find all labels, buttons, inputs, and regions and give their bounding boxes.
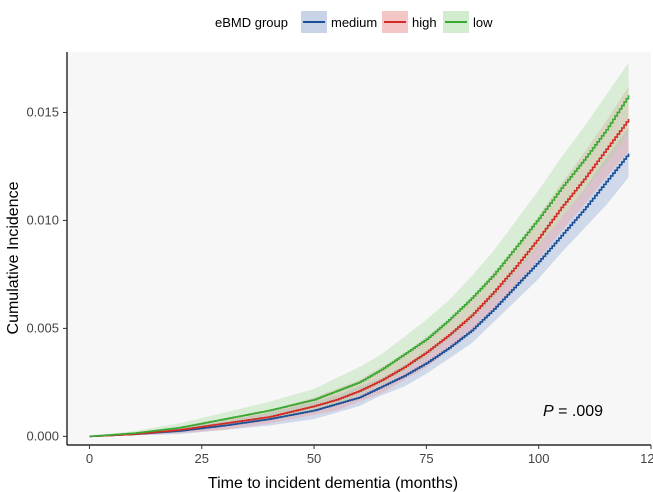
p-value-annotation: P = .009 [543,403,603,420]
series-line-medium [89,153,630,438]
plot-panel [67,52,651,445]
y-tick-label: 0.005 [26,320,59,335]
series-lines [89,95,630,438]
series-line-low [89,95,630,438]
x-tick-label: 50 [307,451,321,466]
legend-entry-high: high [382,11,437,33]
y-axis-title: Cumulative Incidence [5,181,22,334]
y-axis-ticks: 0.000 0.005 0.010 0.015 [26,104,67,443]
x-tick-label: 125 [640,451,653,466]
y-tick-label: 0.015 [26,104,59,119]
legend-label-medium: medium [331,15,377,30]
y-tick-label: 0.010 [26,212,59,227]
x-axis-title: Time to incident dementia (months) [208,475,458,492]
x-tick-label: 0 [86,451,93,466]
legend-entry-medium: medium [301,11,377,33]
series-line-high [89,118,630,438]
legend-entry-low: low [443,11,493,33]
y-tick-label: 0.000 [26,428,59,443]
confidence-band-low [89,62,629,437]
x-tick-label: 75 [419,451,433,466]
legend: eBMD group medium high low [215,11,493,33]
x-tick-label: 25 [195,451,209,466]
x-axis-ticks: 0 25 50 75 100 125 [86,445,653,466]
p-value-italic: P [543,403,554,420]
legend-title: eBMD group [215,15,288,30]
legend-label-high: high [412,15,437,30]
x-tick-label: 100 [528,451,550,466]
p-value-text: = .009 [554,403,603,420]
legend-label-low: low [473,15,493,30]
